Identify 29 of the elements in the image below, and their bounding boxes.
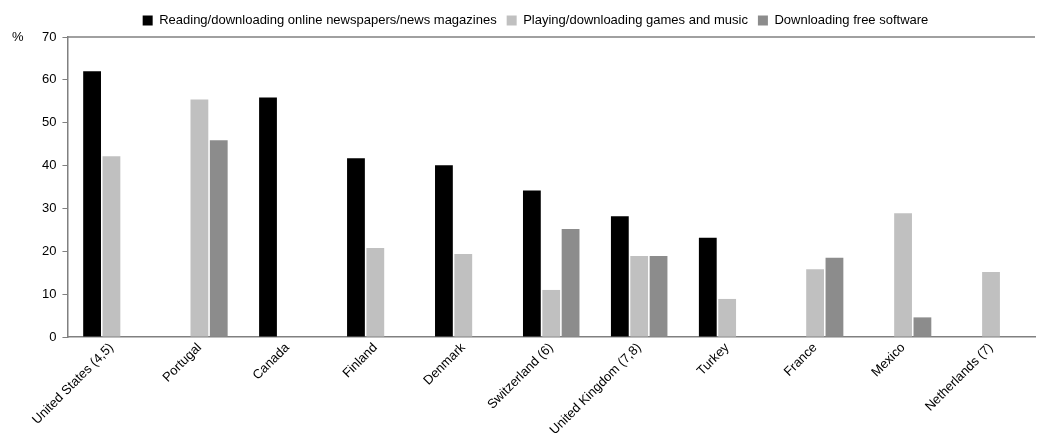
bar — [366, 247, 385, 337]
legend-label: Reading/downloading online newspapers/news magazines — [159, 12, 498, 28]
bar — [522, 190, 541, 337]
bar — [542, 289, 561, 337]
y-tick-label: 20 — [41, 242, 57, 258]
bar — [454, 253, 473, 337]
bar — [894, 213, 912, 337]
y-tick-label: 40 — [41, 157, 57, 173]
y-tick-label: 60 — [41, 71, 57, 87]
bar — [630, 256, 649, 337]
bar — [718, 298, 737, 337]
bar — [190, 99, 209, 337]
y-tick-label: 10 — [41, 285, 57, 301]
bar — [982, 271, 1000, 337]
legend-label: Playing/downloading games and music — [523, 12, 749, 28]
bar — [259, 97, 277, 337]
bar — [698, 237, 717, 337]
bar — [435, 165, 453, 337]
bar — [806, 269, 825, 337]
bar — [347, 158, 365, 337]
y-axis-title: % — [12, 28, 24, 44]
y-tick-label: 0 — [49, 328, 57, 344]
bar — [102, 156, 121, 337]
bar — [610, 216, 629, 337]
y-tick-label: 30 — [41, 200, 57, 216]
bar — [83, 71, 101, 337]
y-tick-label: 70 — [41, 28, 57, 44]
y-tick-label: 50 — [41, 114, 57, 130]
legend-label: Downloading free software — [774, 12, 929, 28]
